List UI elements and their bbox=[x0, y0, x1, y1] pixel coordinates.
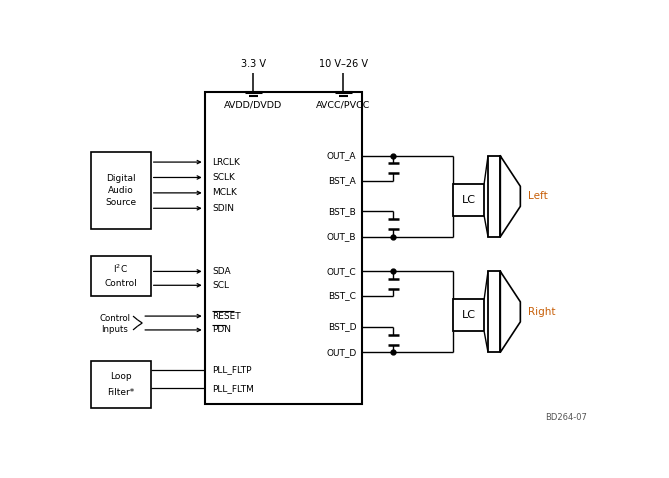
Text: BST_D: BST_D bbox=[328, 322, 357, 331]
Text: Control: Control bbox=[104, 279, 137, 288]
Text: AVDD/DVDD: AVDD/DVDD bbox=[224, 100, 282, 109]
Text: SDIN: SDIN bbox=[212, 204, 234, 213]
Text: Filter*: Filter* bbox=[107, 388, 134, 397]
Text: Audio: Audio bbox=[108, 186, 134, 195]
Text: OUT_D: OUT_D bbox=[326, 348, 357, 357]
Text: SCLK: SCLK bbox=[212, 173, 235, 182]
Text: PLL_FLTM: PLL_FLTM bbox=[212, 384, 254, 393]
Text: BST_A: BST_A bbox=[328, 176, 357, 185]
Bar bbox=[454, 299, 484, 331]
Bar bbox=[488, 272, 500, 352]
Text: I$^2$C: I$^2$C bbox=[113, 262, 128, 274]
Text: SCL: SCL bbox=[212, 281, 229, 290]
Text: LRCLK: LRCLK bbox=[212, 158, 240, 166]
Text: PDN: PDN bbox=[212, 326, 231, 335]
Text: PLL_FLTP: PLL_FLTP bbox=[212, 366, 252, 374]
Text: LC: LC bbox=[462, 195, 476, 205]
Text: OUT_A: OUT_A bbox=[327, 152, 357, 161]
Text: Source: Source bbox=[105, 198, 136, 207]
Text: Control: Control bbox=[99, 314, 130, 323]
Text: BD264-07: BD264-07 bbox=[545, 413, 587, 422]
Text: Right: Right bbox=[528, 307, 555, 317]
Text: 3.3 V: 3.3 V bbox=[241, 59, 266, 69]
Text: OUT_B: OUT_B bbox=[327, 232, 357, 241]
Text: Left: Left bbox=[528, 191, 548, 201]
Bar bbox=[488, 156, 500, 237]
Text: 10 V–26 V: 10 V–26 V bbox=[318, 59, 368, 69]
Text: RESET: RESET bbox=[212, 312, 241, 321]
Text: SDA: SDA bbox=[212, 267, 231, 276]
Text: OUT_C: OUT_C bbox=[326, 267, 357, 276]
Text: AVCC/PVCC: AVCC/PVCC bbox=[316, 100, 371, 109]
Text: MCLK: MCLK bbox=[212, 188, 237, 197]
Text: Inputs: Inputs bbox=[101, 326, 128, 335]
Text: BST_B: BST_B bbox=[328, 207, 357, 216]
Bar bbox=[91, 361, 151, 409]
Text: LC: LC bbox=[462, 310, 476, 320]
Bar bbox=[91, 152, 151, 229]
Bar bbox=[454, 184, 484, 216]
Text: BST_C: BST_C bbox=[328, 292, 357, 301]
Bar bbox=[205, 92, 363, 404]
Text: Digital: Digital bbox=[106, 174, 136, 183]
Text: Loop: Loop bbox=[110, 372, 132, 381]
Bar bbox=[91, 256, 151, 296]
